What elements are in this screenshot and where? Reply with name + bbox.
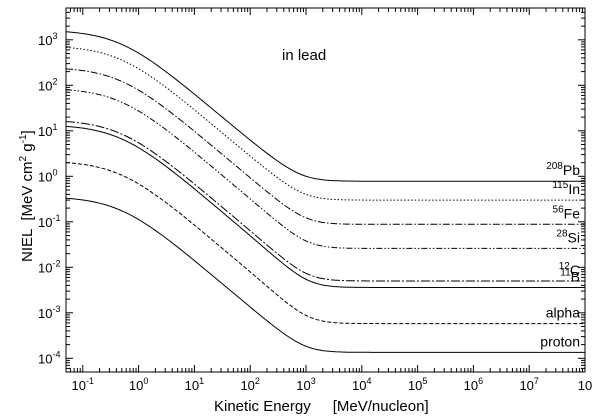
series-label-alpha: alpha (546, 305, 580, 321)
series-label-C: 12C (559, 261, 580, 278)
annotation-in-lead: in lead (282, 47, 326, 64)
y-tick-label: 101 (38, 122, 57, 139)
y-tick-label: 102 (38, 76, 57, 93)
series-line-Fe (65, 68, 585, 225)
x-tick-label: 104 (352, 376, 371, 393)
series-line-C (65, 121, 585, 282)
series-label-B: 11B (560, 267, 580, 284)
y-tick-label: 10-1 (38, 213, 60, 230)
series-line-alpha (65, 162, 585, 325)
y-tick-label: 10-3 (38, 304, 60, 321)
x-tick-label: 101 (185, 376, 204, 393)
y-tick-label: 10-2 (38, 258, 60, 275)
series-line-Pb (65, 31, 585, 182)
series-line-In (65, 46, 585, 201)
x-tick-label: 107 (519, 376, 538, 393)
series-line-proton (65, 197, 585, 353)
y-axis-title: NIEL[MeV cm2 g-1] (18, 130, 36, 262)
x-tick-label: 105 (408, 376, 427, 393)
x-tick-label: 102 (240, 376, 259, 393)
y-tick-label: 103 (38, 31, 57, 48)
y-tick-label: 100 (38, 167, 57, 184)
x-tick-label: 100 (129, 376, 148, 393)
series-line-B (65, 125, 585, 288)
x-tick-label: 106 (464, 376, 483, 393)
x-tick-label: 103 (296, 376, 315, 393)
series-line-Si (65, 89, 585, 249)
series-label-Si: 28Si (556, 228, 580, 245)
series-label-In: 115In (552, 180, 580, 197)
labels: 10-1 100 101 102 103 104 105 106 107 10 10-4 10-3 10… (38, 31, 592, 393)
x-tick-label: 10-1 (72, 376, 94, 393)
series-label-proton: proton (540, 333, 580, 349)
x-axis-title: Kinetic Energy [MeV/nucleon] (214, 398, 429, 415)
series-label-Fe: 56Fe (553, 204, 581, 221)
series-lines (65, 31, 585, 353)
tick-marks (65, 7, 586, 373)
y-tick-label: 10-4 (38, 349, 60, 366)
x-tick-label: 10 (578, 378, 592, 393)
series-label-Pb: 208Pb (546, 161, 580, 178)
